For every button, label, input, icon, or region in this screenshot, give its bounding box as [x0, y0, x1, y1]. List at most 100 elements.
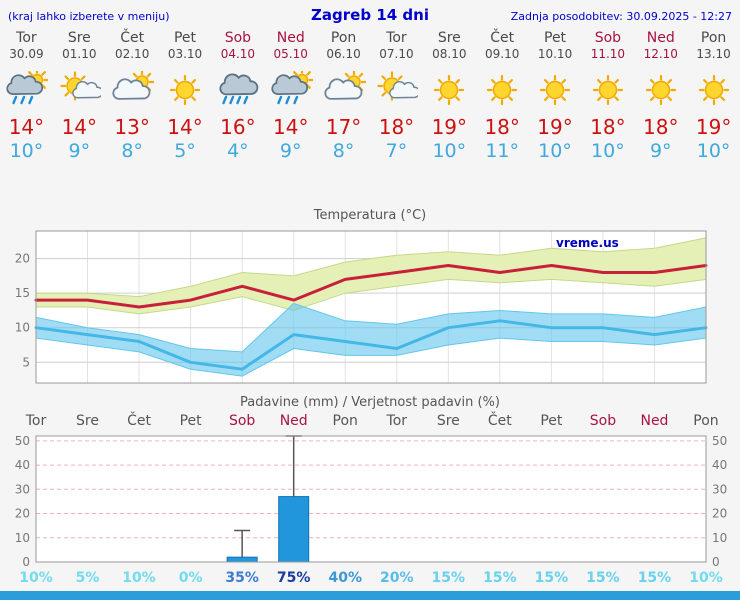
precip-bar-5	[226, 556, 258, 563]
precip-day-label: Ned	[640, 413, 668, 429]
page-title: Zagreb 14 dni	[311, 6, 429, 24]
sun-icon	[539, 74, 571, 106]
sun-icon	[698, 74, 729, 106]
forecast-day-3[interactable]: Čet 02.10 13° 8°	[106, 30, 159, 162]
forecast-day-14[interactable]: Pon 13.10 19° 10°	[687, 30, 740, 162]
precip-probability-9: 15%	[431, 570, 466, 586]
temp-max: 19°	[695, 115, 732, 139]
weather-icon-box	[529, 67, 582, 113]
precip-day-label: Sre	[76, 413, 99, 429]
precip-day-label: Ned	[280, 413, 308, 429]
forecast-day-9[interactable]: Sre 08.10 19° 10°	[423, 30, 476, 162]
precip-probability-5: 35%	[225, 570, 259, 586]
precip-probability-2: 5%	[75, 570, 100, 586]
temp-min: 8°	[332, 140, 355, 162]
svg-text:10: 10	[15, 321, 30, 335]
temp-max: 14°	[8, 115, 45, 139]
precip-probability-11: 15%	[534, 570, 569, 586]
temperature-chart: 5 10 15 20 vreme.us	[15, 230, 708, 384]
location-menu-note: (kraj lahko izberete v meniju)	[8, 10, 170, 23]
precip-bar-6	[278, 496, 310, 563]
precip-probability-4: 0%	[178, 570, 203, 586]
precip-day-label: Čet	[127, 411, 151, 429]
day-name: Tor	[16, 30, 37, 46]
temp-min: 10°	[432, 140, 467, 162]
temp-max: 18°	[643, 115, 679, 139]
temp-min: 8°	[121, 140, 143, 162]
day-date: 13.10	[696, 47, 731, 61]
day-date: 03.10	[167, 47, 203, 61]
forecast-day-6[interactable]: Ned 05.10 14° 9°	[264, 30, 317, 162]
svg-text:20: 20	[15, 252, 30, 266]
day-date: 12.10	[643, 47, 678, 61]
temp-max: 16°	[220, 115, 256, 139]
day-name: Tor	[386, 30, 407, 46]
forecast-day-12[interactable]: Sob 11.10 18° 10°	[581, 30, 634, 162]
day-name: Pet	[173, 30, 197, 46]
temp-max: 14°	[167, 115, 203, 139]
svg-text:0: 0	[712, 555, 720, 568]
svg-text:50: 50	[712, 434, 727, 448]
precip-probability-7: 40%	[328, 570, 362, 586]
temp-min: 5°	[174, 140, 196, 162]
watermark: vreme.us	[556, 236, 619, 250]
temperatura-min-line	[34, 319, 708, 371]
svg-text:20: 20	[712, 507, 727, 521]
forecast-day-8[interactable]: Tor 07.10 18° 7°	[370, 30, 423, 162]
forecast-day-2[interactable]: Sre 01.10 14° 9°	[53, 30, 106, 162]
svg-text:10: 10	[712, 531, 727, 545]
weather-icon-box	[687, 67, 740, 113]
precip-day-label: Sre	[437, 413, 460, 429]
day-name: Sob	[224, 30, 252, 46]
cloud-sun-icon	[112, 71, 155, 100]
temp-max: 18°	[484, 115, 520, 139]
day-date: 10.10	[537, 47, 573, 61]
forecast-day-13[interactable]: Ned 12.10 18° 9°	[634, 30, 687, 162]
temp-max: 14°	[61, 115, 98, 139]
weather-icon-box	[106, 67, 159, 113]
weather-icon-box	[476, 67, 529, 113]
day-name: Čet	[490, 30, 515, 46]
day-name: Ned	[646, 30, 675, 46]
day-name: Pet	[544, 30, 567, 46]
forecast-day-10[interactable]: Čet 09.10 18° 11°	[476, 30, 529, 162]
temp-min: 11°	[485, 140, 519, 162]
forecast-day-11[interactable]: Pet 10.10 19° 10°	[529, 30, 582, 162]
temp-min: 10°	[696, 140, 731, 162]
precip-probability-6: 75%	[276, 570, 311, 586]
precip-day-label: Pet	[540, 413, 563, 429]
day-date: 05.10	[273, 47, 308, 61]
cloud-sun-icon	[323, 71, 366, 100]
temperature-chart-title: Temperatura (°C)	[313, 208, 427, 223]
forecast-day-1[interactable]: Tor 30.09 14° 10°	[0, 30, 53, 162]
weather-icon-box	[0, 67, 53, 113]
precip-day-label: Pon	[693, 413, 718, 429]
day-name: Sob	[594, 30, 622, 46]
day-date: 01.10	[62, 47, 97, 61]
precip-probability-1: 10%	[19, 570, 53, 586]
weather-icon-box	[581, 67, 634, 113]
precip-probability-8: 20%	[380, 570, 414, 586]
temp-max: 14°	[273, 115, 309, 139]
temp-max: 17°	[325, 115, 362, 139]
svg-text:40: 40	[712, 458, 727, 472]
precip-probability-3: 10%	[122, 570, 156, 586]
day-name: Ned	[276, 30, 305, 46]
precip-probability-12: 15%	[586, 570, 620, 586]
svg-text:20: 20	[15, 507, 30, 521]
forecast-day-4[interactable]: Pet 03.10 14° 5°	[159, 30, 212, 162]
day-name: Čet	[120, 30, 145, 46]
temp-max: 19°	[537, 115, 573, 139]
temp-max: 18°	[590, 115, 626, 139]
forecast-day-5[interactable]: Sob 04.10 16° 4°	[211, 30, 264, 162]
temp-min: 10°	[538, 140, 572, 162]
rain-sun-icon	[6, 71, 49, 105]
weather-icon-box	[264, 67, 317, 113]
precip-day-label: Čet	[488, 411, 512, 429]
weather-icon-box	[370, 67, 423, 113]
temp-min: 9°	[279, 140, 302, 162]
svg-text:0: 0	[22, 555, 30, 568]
day-name: Pon	[700, 30, 727, 46]
forecast-day-7[interactable]: Pon 06.10 17° 8°	[317, 30, 370, 162]
sun-icon	[645, 74, 676, 106]
